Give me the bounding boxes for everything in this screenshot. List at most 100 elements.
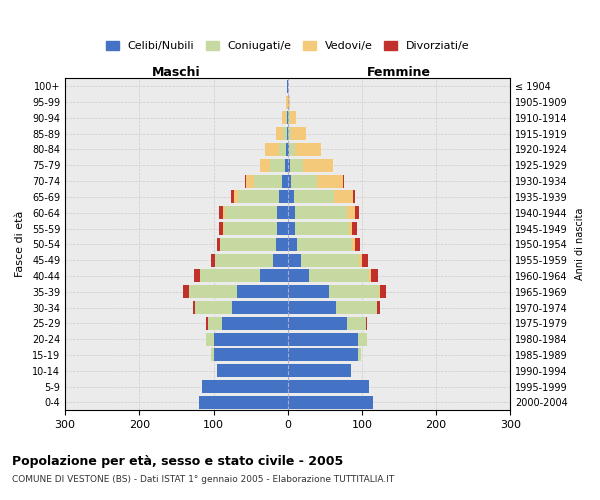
Bar <box>286 96 288 108</box>
Bar <box>195 301 232 314</box>
Bar <box>211 254 215 266</box>
Bar <box>217 364 288 377</box>
Bar <box>288 317 347 330</box>
Text: Maschi: Maschi <box>152 66 201 79</box>
Bar <box>282 112 286 124</box>
Bar <box>288 238 296 251</box>
Bar <box>277 222 288 235</box>
Bar <box>235 190 238 203</box>
Bar <box>377 301 380 314</box>
Bar <box>288 80 289 92</box>
Bar <box>291 127 305 140</box>
Bar <box>200 270 260 282</box>
Bar <box>290 112 296 124</box>
Bar <box>288 159 290 172</box>
Bar <box>260 270 288 282</box>
Bar <box>277 206 288 219</box>
Bar <box>223 206 224 219</box>
Bar <box>246 174 254 188</box>
Bar <box>224 206 277 219</box>
Bar <box>287 112 288 124</box>
Bar <box>189 285 238 298</box>
Bar <box>279 190 288 203</box>
Bar <box>301 254 359 266</box>
Bar <box>292 174 317 188</box>
Bar <box>270 159 285 172</box>
Bar <box>265 143 279 156</box>
Bar <box>215 254 273 266</box>
Bar <box>202 380 288 393</box>
Bar <box>352 222 357 235</box>
Bar <box>380 285 386 298</box>
Bar <box>288 332 358 345</box>
Y-axis label: Anni di nascita: Anni di nascita <box>575 208 585 281</box>
Bar <box>379 285 380 298</box>
Bar <box>217 238 220 251</box>
Bar <box>349 222 352 235</box>
Bar <box>370 270 371 282</box>
Bar <box>273 254 288 266</box>
Bar <box>353 190 355 203</box>
Bar <box>245 174 246 188</box>
Bar <box>232 301 288 314</box>
Bar <box>260 159 270 172</box>
Text: Popolazione per età, sesso e stato civile - 2005: Popolazione per età, sesso e stato civil… <box>12 455 343 468</box>
Text: COMUNE DI VESTONE (BS) - Dati ISTAT 1° gennaio 2005 - Elaborazione TUTTITALIA.IT: COMUNE DI VESTONE (BS) - Dati ISTAT 1° g… <box>12 475 394 484</box>
Bar <box>288 396 373 409</box>
Bar <box>276 127 283 140</box>
Bar <box>359 254 362 266</box>
Bar <box>288 127 289 140</box>
Bar <box>288 364 351 377</box>
Text: Femmine: Femmine <box>367 66 431 79</box>
Bar <box>287 80 288 92</box>
Bar <box>289 143 295 156</box>
Bar <box>199 396 288 409</box>
Bar <box>347 317 365 330</box>
Bar <box>347 206 355 219</box>
Bar <box>286 143 288 156</box>
Bar <box>308 270 370 282</box>
Bar <box>223 317 288 330</box>
Bar <box>283 127 287 140</box>
Bar <box>224 222 277 235</box>
Y-axis label: Fasce di età: Fasce di età <box>15 211 25 278</box>
Bar <box>288 190 293 203</box>
Legend: Celibi/Nubili, Coniugati/e, Vedovi/e, Divorziati/e: Celibi/Nubili, Coniugati/e, Vedovi/e, Di… <box>102 38 473 54</box>
Bar <box>293 190 334 203</box>
Bar <box>208 317 223 330</box>
Bar <box>295 206 347 219</box>
Bar <box>183 285 189 298</box>
Bar <box>358 348 361 362</box>
Bar <box>295 222 349 235</box>
Bar <box>288 143 289 156</box>
Bar <box>223 222 224 235</box>
Bar <box>304 159 333 172</box>
Bar <box>254 174 282 188</box>
Bar <box>214 348 288 362</box>
Bar <box>206 317 208 330</box>
Bar <box>288 222 295 235</box>
Bar <box>282 174 288 188</box>
Bar <box>334 190 353 203</box>
Bar <box>362 254 368 266</box>
Bar <box>288 206 295 219</box>
Bar <box>194 270 200 282</box>
Bar <box>287 127 288 140</box>
Bar <box>288 380 370 393</box>
Bar <box>285 159 288 172</box>
Bar <box>288 174 292 188</box>
Bar <box>355 206 359 219</box>
Bar <box>365 317 367 330</box>
Bar <box>371 270 378 282</box>
Bar <box>336 301 377 314</box>
Bar <box>288 254 301 266</box>
Bar <box>206 332 214 345</box>
Bar <box>276 238 288 251</box>
Bar <box>289 112 290 124</box>
Bar <box>220 222 223 235</box>
Bar <box>329 285 379 298</box>
Bar <box>343 174 344 188</box>
Bar <box>193 301 195 314</box>
Bar <box>238 190 279 203</box>
Bar <box>317 174 343 188</box>
